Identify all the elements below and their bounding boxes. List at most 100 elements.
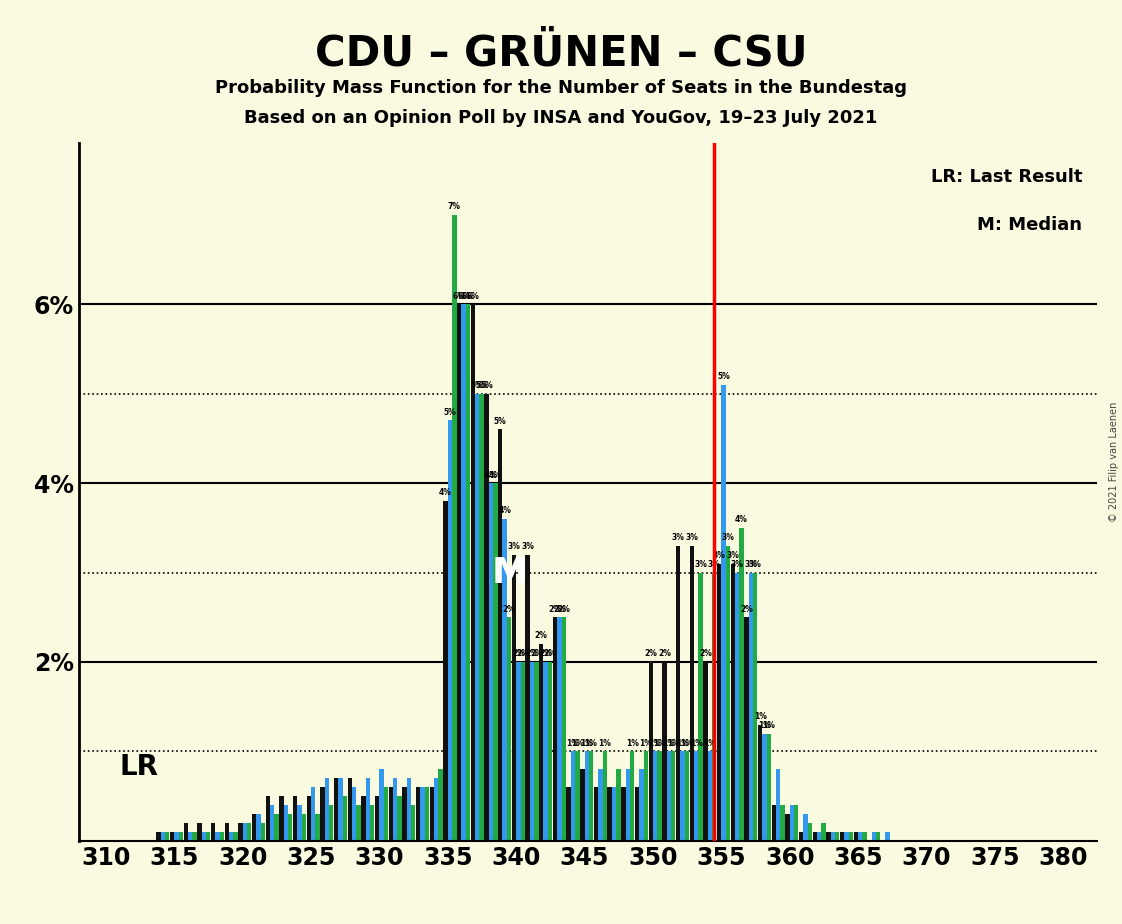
Text: 1%: 1% <box>662 739 675 748</box>
Bar <box>748 573 753 841</box>
Text: 3%: 3% <box>712 551 726 560</box>
Bar <box>622 787 626 841</box>
Bar <box>498 430 503 841</box>
Bar <box>366 778 370 841</box>
Bar <box>525 554 530 841</box>
Bar <box>762 734 766 841</box>
Bar <box>735 573 739 841</box>
Text: LR: Last Result: LR: Last Result <box>930 167 1082 186</box>
Bar <box>799 832 803 841</box>
Text: 5%: 5% <box>471 381 484 390</box>
Bar <box>512 554 516 841</box>
Bar <box>411 805 415 841</box>
Bar <box>817 832 821 841</box>
Bar <box>516 662 521 841</box>
Text: 3%: 3% <box>721 533 734 542</box>
Bar <box>680 751 684 841</box>
Bar <box>644 751 649 841</box>
Text: 1%: 1% <box>758 721 771 730</box>
Bar <box>521 662 525 841</box>
Bar <box>821 823 826 841</box>
Text: CDU – GRÜNEN – CSU: CDU – GRÜNEN – CSU <box>314 32 808 74</box>
Bar <box>543 662 548 841</box>
Bar <box>279 796 284 841</box>
Bar <box>297 805 302 841</box>
Bar <box>302 814 306 841</box>
Bar <box>430 787 434 841</box>
Bar <box>260 823 265 841</box>
Bar <box>160 832 165 841</box>
Bar <box>576 751 580 841</box>
Bar <box>202 832 206 841</box>
Text: 2%: 2% <box>644 650 657 659</box>
Text: 5%: 5% <box>717 372 729 381</box>
Bar <box>753 573 757 841</box>
Text: 7%: 7% <box>448 202 461 212</box>
Bar <box>845 832 848 841</box>
Bar <box>215 832 220 841</box>
Text: 1%: 1% <box>580 739 594 748</box>
Bar <box>876 832 881 841</box>
Bar <box>534 662 539 841</box>
Bar <box>863 832 867 841</box>
Bar <box>603 751 607 841</box>
Text: 4%: 4% <box>735 516 748 524</box>
Bar <box>530 662 534 841</box>
Text: 5%: 5% <box>476 381 488 390</box>
Bar <box>626 770 629 841</box>
Bar <box>585 751 589 841</box>
Bar <box>675 546 680 841</box>
Bar <box>785 814 790 841</box>
Bar <box>361 796 366 841</box>
Text: 1%: 1% <box>690 739 702 748</box>
Bar <box>629 751 634 841</box>
Bar <box>324 778 329 841</box>
Text: 1%: 1% <box>675 739 689 748</box>
Text: 2%: 2% <box>525 650 539 659</box>
Bar <box>558 617 561 841</box>
Bar <box>726 546 730 841</box>
Text: 3%: 3% <box>672 533 684 542</box>
Text: 2%: 2% <box>544 650 557 659</box>
Bar <box>220 832 224 841</box>
Text: 2%: 2% <box>503 604 515 614</box>
Bar <box>489 483 494 841</box>
Bar <box>794 805 799 841</box>
Bar <box>830 832 835 841</box>
Bar <box>375 796 379 841</box>
Text: 5%: 5% <box>443 407 457 417</box>
Bar <box>744 617 748 841</box>
Text: 4%: 4% <box>498 506 512 516</box>
Bar <box>698 573 702 841</box>
Bar <box>348 778 352 841</box>
Text: 2%: 2% <box>535 631 548 640</box>
Bar <box>266 796 270 841</box>
Text: 1%: 1% <box>754 712 766 721</box>
Bar <box>690 546 693 841</box>
Text: 2%: 2% <box>699 650 711 659</box>
Bar <box>475 394 479 841</box>
Text: 1%: 1% <box>680 739 693 748</box>
Text: 4%: 4% <box>489 470 502 480</box>
Bar <box>657 751 662 841</box>
Bar <box>666 751 671 841</box>
Bar <box>384 787 388 841</box>
Bar <box>835 832 839 841</box>
Bar <box>671 751 675 841</box>
Bar <box>548 662 552 841</box>
Bar <box>616 770 620 841</box>
Text: 2%: 2% <box>530 650 543 659</box>
Bar <box>553 617 558 841</box>
Text: 4%: 4% <box>485 470 497 480</box>
Bar <box>494 483 497 841</box>
Text: M: M <box>491 555 527 590</box>
Bar <box>329 805 333 841</box>
Bar <box>284 805 288 841</box>
Bar <box>169 832 174 841</box>
Bar <box>334 778 339 841</box>
Bar <box>717 564 721 841</box>
Text: 2%: 2% <box>741 604 753 614</box>
Bar <box>485 394 489 841</box>
Bar <box>662 662 666 841</box>
Bar <box>238 823 242 841</box>
